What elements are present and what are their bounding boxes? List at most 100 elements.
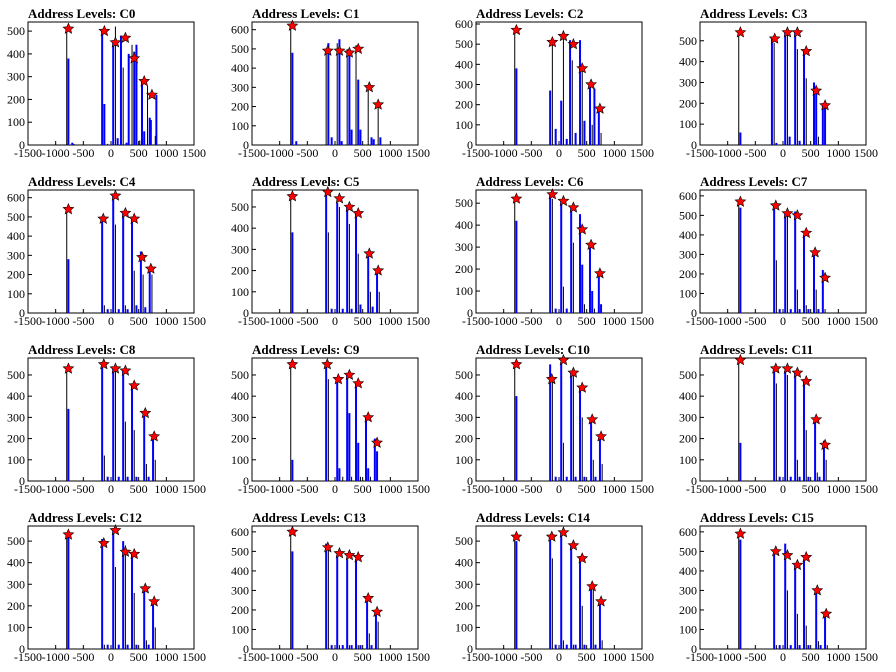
- chart-panel: Address Levels: C8-1500 -1000 -500 0 500 1000…: [7, 342, 206, 496]
- y-tick-label: 500: [455, 368, 473, 382]
- star-marker: [343, 200, 356, 213]
- star-marker: [286, 358, 299, 370]
- y-tick-label: 0: [243, 474, 249, 488]
- chart-title: Address Levels: C15: [700, 510, 814, 525]
- chart-title: Address Levels: C3: [700, 6, 808, 21]
- star-marker: [800, 375, 813, 387]
- y-tick-label: 300: [7, 70, 25, 84]
- y-tick-label: 600: [455, 17, 473, 31]
- x-tick-label: 1500: [630, 650, 654, 664]
- star-marker: [557, 29, 570, 42]
- star-marker: [545, 372, 558, 385]
- x-tick-label: -1500: [686, 482, 714, 496]
- star-marker: [62, 202, 75, 215]
- x-tick-label: 500: [354, 146, 372, 160]
- plot-frame: [27, 189, 195, 314]
- star-marker: [352, 207, 365, 219]
- y-tick-label: 400: [7, 47, 25, 61]
- star-marker: [567, 201, 580, 213]
- x-tick-label: -1000: [490, 146, 518, 160]
- x-tick-label: -1500: [686, 314, 714, 328]
- star-marker: [510, 530, 523, 542]
- star-marker: [109, 189, 122, 201]
- star-marker: [321, 541, 334, 553]
- star-marker: [510, 358, 523, 370]
- star-marker: [800, 44, 813, 57]
- chart-title: Address Levels: C10: [476, 342, 590, 357]
- star-marker: [145, 88, 158, 100]
- x-tick-label: 1500: [854, 314, 878, 328]
- y-tick-label: 100: [7, 620, 25, 634]
- x-tick-label: 0: [780, 314, 786, 328]
- star-marker: [809, 246, 822, 258]
- x-tick-label: 1000: [602, 650, 626, 664]
- chart-title: Address Levels: C9: [252, 342, 360, 357]
- x-tick-label: 1500: [406, 482, 430, 496]
- star-marker: [62, 362, 75, 374]
- x-tick-label: -1000: [42, 482, 70, 496]
- y-tick-label: 0: [19, 642, 25, 656]
- x-tick-label: -500: [296, 482, 318, 496]
- x-tick-label: -500: [520, 146, 542, 160]
- y-tick-label: 300: [679, 75, 697, 89]
- x-tick-label: 0: [780, 482, 786, 496]
- y-tick-label: 400: [7, 229, 25, 243]
- star-marker: [567, 37, 580, 50]
- star-marker: [136, 251, 148, 263]
- star-marker: [362, 411, 375, 423]
- y-tick-label: 400: [7, 556, 25, 570]
- chart-panel: Address Levels: C3-1500 -1000 -500 0 500 1000…: [679, 6, 878, 160]
- x-tick-label: -1000: [490, 650, 518, 664]
- y-tick-label: 0: [691, 474, 697, 488]
- y-tick-label: 400: [455, 556, 473, 570]
- star-marker: [371, 605, 384, 618]
- x-tick-label: -500: [72, 314, 94, 328]
- x-tick-label: 0: [108, 650, 114, 664]
- star-marker: [148, 595, 161, 607]
- x-tick-label: 0: [556, 146, 562, 160]
- star-marker: [97, 537, 110, 549]
- star-marker: [595, 430, 608, 442]
- chart-panel: Address Levels: C9-1500 -1000 -500 0 500 1000…: [231, 342, 430, 496]
- y-tick-label: 500: [231, 368, 249, 382]
- star-marker: [372, 264, 385, 276]
- x-tick-label: 500: [578, 314, 596, 328]
- x-tick-label: 500: [354, 650, 372, 664]
- star-marker: [62, 528, 75, 540]
- star-marker: [769, 199, 782, 211]
- x-tick-label: 1500: [854, 146, 878, 160]
- y-tick-label: 300: [231, 410, 249, 424]
- x-tick-label: -500: [72, 482, 94, 496]
- x-tick-label: -1000: [714, 314, 742, 328]
- x-tick-label: 1500: [630, 146, 654, 160]
- star-marker: [585, 238, 598, 251]
- x-tick-label: 500: [578, 650, 596, 664]
- y-tick-label: 200: [231, 100, 249, 114]
- y-tick-label: 400: [455, 57, 473, 71]
- star-marker: [343, 46, 356, 58]
- x-tick-label: -500: [744, 650, 766, 664]
- x-tick-label: 500: [130, 650, 148, 664]
- x-tick-label: 500: [354, 314, 372, 328]
- x-tick-label: -1500: [238, 482, 266, 496]
- star-marker: [820, 607, 833, 619]
- y-tick-label: 300: [455, 577, 473, 591]
- x-tick-label: 1500: [182, 650, 206, 664]
- star-marker: [557, 194, 570, 207]
- star-marker: [734, 353, 747, 366]
- star-marker: [352, 377, 365, 389]
- star-marker: [557, 526, 570, 538]
- star-marker: [800, 550, 813, 563]
- star-marker: [371, 436, 384, 448]
- x-tick-label: -1500: [462, 650, 490, 664]
- y-tick-label: 400: [7, 389, 25, 403]
- x-tick-label: -1500: [14, 146, 42, 160]
- y-tick-label: 600: [679, 525, 697, 539]
- star-marker: [321, 358, 334, 370]
- x-tick-label: -1500: [686, 650, 714, 664]
- x-tick-label: 1500: [406, 146, 430, 160]
- y-tick-label: 400: [231, 221, 249, 235]
- star-marker: [139, 582, 152, 594]
- plot-frame: [475, 525, 643, 650]
